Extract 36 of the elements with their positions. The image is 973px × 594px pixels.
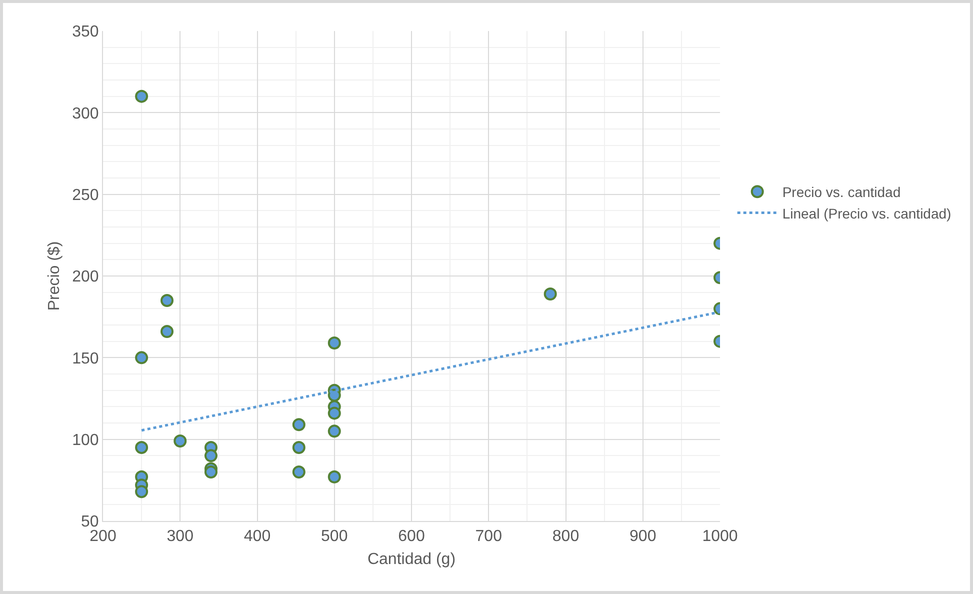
point bbox=[135, 485, 148, 498]
point bbox=[292, 418, 306, 432]
point bbox=[135, 351, 148, 364]
x-tick-label: 500 bbox=[321, 528, 348, 546]
point bbox=[292, 441, 306, 454]
point bbox=[328, 336, 341, 350]
point bbox=[204, 449, 218, 462]
point bbox=[328, 470, 341, 484]
x-tick-label: 900 bbox=[630, 528, 656, 546]
y-tick-label: 200 bbox=[72, 268, 99, 286]
legend-label: Precio vs. cantidad bbox=[782, 184, 901, 200]
y-tick-label: 100 bbox=[72, 432, 99, 449]
y-tick-label: 150 bbox=[72, 350, 99, 368]
x-axis-title: Cantidad (g) bbox=[367, 550, 456, 568]
point bbox=[160, 325, 174, 338]
point bbox=[328, 406, 341, 420]
point bbox=[174, 434, 187, 448]
point bbox=[204, 466, 218, 478]
x-tick-label: 700 bbox=[475, 528, 502, 546]
legend-label: Lineal (Precio vs. cantidad) bbox=[782, 205, 952, 222]
x-tick-label: 800 bbox=[552, 528, 580, 546]
point bbox=[160, 294, 174, 307]
point bbox=[328, 424, 341, 438]
x-tick-label: 300 bbox=[166, 528, 194, 546]
x-tick-label: 400 bbox=[244, 528, 271, 546]
y-axis-title: Precio ($) bbox=[46, 241, 63, 311]
x-tick-label: 600 bbox=[398, 528, 425, 546]
x-tick-label: 200 bbox=[90, 528, 116, 546]
point bbox=[135, 90, 148, 103]
y-tick-label: 50 bbox=[81, 514, 99, 531]
y-tick-label: 250 bbox=[72, 186, 99, 204]
point bbox=[292, 466, 306, 478]
y-tick-label: 350 bbox=[72, 24, 99, 41]
y-tick-label: 300 bbox=[72, 105, 99, 122]
point bbox=[135, 441, 148, 454]
x-tick-label: 1000 bbox=[702, 528, 738, 546]
